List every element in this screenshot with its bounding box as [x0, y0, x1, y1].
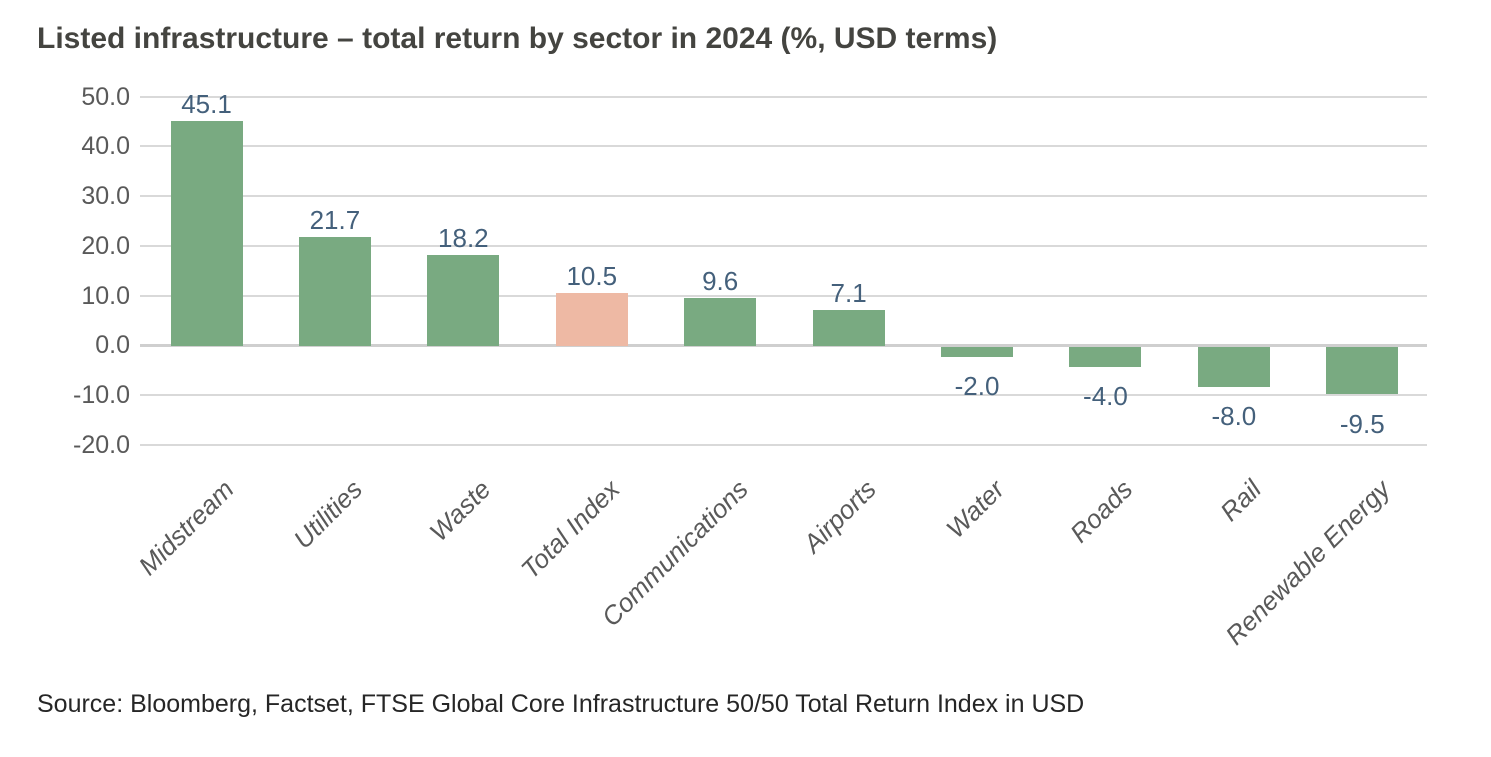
y-tick-label: 40.0: [81, 132, 130, 161]
value-label-utilities: 21.7: [309, 205, 361, 236]
y-tick-label: -20.0: [73, 430, 130, 459]
bar-airports: [812, 309, 885, 347]
bar-roads: [1069, 346, 1142, 367]
category-label-rail: Rail: [1214, 474, 1268, 527]
source-note: Source: Bloomberg, Factset, FTSE Global …: [37, 690, 1085, 718]
y-tick-label: 10.0: [81, 281, 130, 310]
category-label-airports: Airports: [797, 474, 882, 559]
gridline: [140, 95, 1427, 98]
value-label-water: -2.0: [954, 371, 1000, 402]
bar-utilities: [298, 237, 371, 347]
bar-midstream: [170, 121, 243, 347]
category-label-roads: Roads: [1064, 474, 1139, 549]
y-tick-label: 50.0: [81, 82, 130, 111]
value-label-roads: -4.0: [1083, 381, 1128, 412]
gridline: [140, 244, 1427, 247]
y-tick-label: 0.0: [95, 331, 130, 360]
value-label-waste: 18.2: [438, 222, 489, 253]
gridline: [140, 195, 1427, 198]
bar-water: [941, 346, 1014, 357]
chart-title: Listed infrastructure – total return by …: [37, 22, 998, 55]
bar-renewable-energy: [1326, 346, 1399, 395]
value-label-renewable-energy: -9.5: [1339, 408, 1385, 439]
y-tick-label: -10.0: [73, 381, 130, 410]
category-label-utilities: Utilities: [287, 474, 369, 555]
category-label-total-index: Total Index: [514, 474, 625, 585]
value-label-total-index: 10.5: [566, 261, 618, 292]
gridline: [140, 394, 1427, 397]
gridline: [140, 443, 1427, 446]
y-tick-label: 20.0: [81, 231, 130, 260]
gridline: [140, 294, 1427, 297]
category-label-water: Water: [940, 474, 1011, 544]
bar-rail: [1197, 346, 1270, 387]
value-label-airports: 7.1: [830, 277, 867, 308]
gridline: [140, 145, 1427, 148]
y-tick-label: 30.0: [81, 182, 130, 211]
value-label-communications: 9.6: [702, 265, 739, 296]
bar-communications: [684, 297, 757, 347]
value-label-rail: -8.0: [1211, 401, 1257, 432]
bar-waste: [427, 254, 500, 347]
category-label-waste: Waste: [423, 474, 497, 547]
bar-total-index: [555, 293, 628, 347]
category-label-midstream: Midstream: [132, 474, 240, 582]
value-label-midstream: 45.1: [181, 89, 232, 120]
zero-axis-line: [140, 343, 1427, 347]
